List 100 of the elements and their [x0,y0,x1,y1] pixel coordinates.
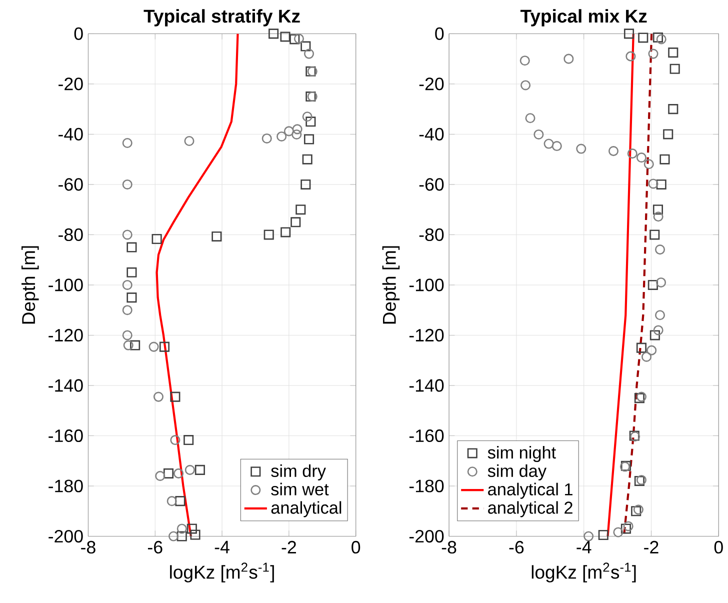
point [212,232,222,242]
y-tick-label: -60 [419,178,444,191]
point [648,178,658,189]
point [608,146,619,156]
y-tick-label: -100 [409,278,444,292]
x-axis-title: logKz [m$^{2}$s$^{-1}$] [532,562,636,583]
y-tick-label: -140 [48,379,83,392]
line-series [156,34,239,536]
point [646,345,657,356]
point [126,292,137,303]
point [153,392,164,402]
point [276,132,287,142]
point [123,340,134,350]
point [648,280,658,290]
point [650,330,660,340]
point [564,54,574,64]
point [148,342,159,352]
point [648,48,658,59]
point [525,113,536,124]
y-tick-label: -180 [48,480,83,492]
point [122,138,132,148]
point [641,352,652,362]
point [644,159,654,170]
x-tick-label: 0 [352,541,360,554]
point [623,521,634,532]
point [126,242,137,252]
point [660,154,670,165]
point [184,465,195,476]
point [284,126,294,136]
y-tick-label: -180 [409,480,444,492]
y-axis-title: Depth [m] [382,246,400,324]
point [176,524,187,534]
point [122,230,132,240]
point [170,435,180,446]
point [122,280,132,290]
point [668,48,678,58]
point [654,244,666,255]
point [264,230,274,240]
point [163,468,174,479]
y-tick-label: 0 [74,28,83,40]
point [304,48,314,59]
y-tick-label: -200 [409,530,444,543]
point [170,392,180,402]
point [122,305,132,316]
point [300,180,311,190]
point [300,41,311,52]
legend-label: analytical 1 [488,482,572,499]
point [627,148,638,159]
point [152,234,162,244]
legend-label: sim night [488,446,556,462]
point [652,32,663,43]
y-axis-title: Depth [m] [22,246,39,324]
x-tick-label: -6 [509,541,524,554]
y-tick-label: -40 [58,128,83,141]
chart-title: Typical mix Kz [520,9,647,27]
chart-title: Typical stratify Kz [144,9,300,27]
y-tick-label: -120 [48,329,83,342]
y-tick-label: -160 [409,430,444,442]
y-tick-label: -20 [58,78,83,90]
y-tick-label: -20 [419,78,444,90]
point [302,154,312,165]
point [280,227,291,238]
point [534,130,544,140]
x-tick-label: -8 [81,541,96,554]
x-axis-title: logKz [m$^{2}$s$^{-1}$] [170,562,274,583]
point [159,342,170,352]
y-tick-label: -120 [409,329,444,342]
point [122,180,132,190]
legend-label: sim day [488,464,546,481]
point [598,530,608,540]
point [126,268,137,278]
point [668,104,678,114]
x-tick-label: 0 [714,541,723,554]
y-tick-label: -40 [419,128,444,141]
x-tick-label: -4 [214,541,230,554]
point [184,435,194,446]
y-tick-label: -200 [48,530,83,543]
legend-label: sim dry [271,464,326,481]
point [166,496,177,506]
point [653,212,664,222]
legend-label: analytical 2 [488,501,572,518]
point [174,468,184,479]
point [290,34,300,44]
point [654,310,666,320]
point [262,134,272,144]
point [520,80,531,90]
point [670,64,680,74]
point [552,141,562,152]
point [520,56,530,66]
x-tick-label: -2 [282,541,296,554]
point [638,32,648,43]
point [268,28,279,39]
point [663,129,674,140]
point [296,204,306,215]
point [652,204,663,215]
y-tick-label: -100 [48,278,83,292]
legend-label: sim wet [271,482,329,496]
point [656,34,666,44]
y-tick-label: 0 [435,28,444,40]
point [194,465,205,476]
